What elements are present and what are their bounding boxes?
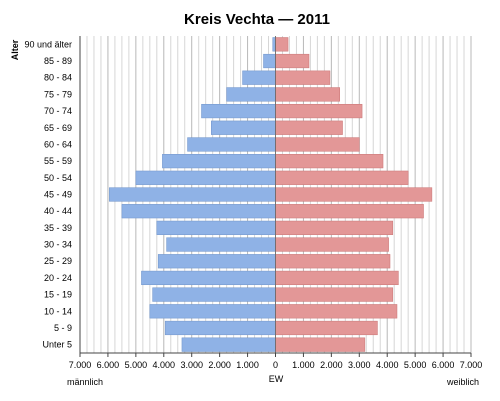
bar-male — [226, 87, 276, 102]
x-tick-label: 1.000 — [292, 360, 315, 370]
x-axis-label: EW — [269, 374, 284, 384]
bar-female — [275, 137, 360, 152]
bar-female — [275, 204, 424, 219]
x-tick-label: 0 — [273, 360, 278, 370]
age-group-label: 20 - 24 — [44, 273, 72, 283]
x-tick-label: 7.000 — [69, 360, 92, 370]
x-tick-label: 1.000 — [236, 360, 259, 370]
bar-female — [275, 103, 363, 119]
bar-female — [275, 337, 366, 352]
x-tick-label: 5.000 — [125, 360, 148, 370]
bar-female — [275, 70, 331, 85]
bar-male — [135, 170, 276, 185]
x-tick-label: 6.000 — [97, 360, 120, 370]
female-label: weiblich — [446, 377, 479, 387]
bar-male — [141, 270, 276, 286]
age-group-label: 80 - 84 — [44, 73, 72, 83]
x-tick-label: 5.000 — [404, 360, 427, 370]
bar-male — [181, 337, 276, 352]
age-group-label: 35 - 39 — [44, 223, 72, 233]
age-group-label: 65 - 69 — [44, 123, 72, 133]
x-tick-label: 6.000 — [432, 360, 455, 370]
bars — [109, 36, 433, 353]
bar-male — [109, 187, 276, 202]
age-group-label: 90 und älter — [24, 39, 72, 49]
age-group-label: 55 - 59 — [44, 156, 72, 166]
bar-female — [275, 87, 340, 102]
bar-female — [275, 237, 389, 252]
bar-female — [275, 37, 289, 52]
bar-female — [275, 120, 343, 135]
bar-female — [275, 254, 391, 269]
bar-male — [187, 137, 276, 152]
bar-male — [242, 70, 276, 85]
bar-male — [164, 320, 276, 336]
bar-female — [275, 220, 394, 235]
age-group-label: 15 - 19 — [44, 290, 72, 300]
bar-female — [275, 304, 398, 319]
bar-male — [157, 254, 276, 269]
bar-male — [263, 53, 276, 69]
male-label: männlich — [67, 377, 103, 387]
x-tick-label: 4.000 — [153, 360, 176, 370]
age-group-label: 30 - 34 — [44, 240, 72, 250]
x-tick-label: 2.000 — [320, 360, 343, 370]
x-tick-label: 3.000 — [180, 360, 203, 370]
bar-male — [152, 287, 276, 302]
x-tick-label: 7.000 — [460, 360, 483, 370]
bar-female — [275, 270, 399, 286]
age-group-label: 10 - 14 — [44, 306, 72, 316]
bar-male — [211, 120, 276, 135]
age-group-label: Unter 5 — [42, 340, 72, 350]
age-group-labels: 90 und älter 85 - 89 80 - 84 75 - 79 70 - 74… — [24, 39, 72, 349]
y-axis-label: Alter — [10, 39, 20, 60]
chart-title: Kreis Vechta — 2011 — [184, 11, 330, 28]
age-group-label: 60 - 64 — [44, 139, 72, 149]
bar-female — [275, 287, 394, 302]
bar-male — [201, 103, 276, 119]
bar-female — [275, 154, 384, 169]
x-tick-label: 2.000 — [208, 360, 231, 370]
x-tick-labels: 7.000 6.000 5.000 4.000 3.000 2.000 1.000 0 1.00… — [69, 360, 483, 370]
bar-male — [156, 220, 276, 235]
x-tick-label: 4.000 — [376, 360, 399, 370]
age-group-label: 25 - 29 — [44, 256, 72, 266]
age-group-label: 70 - 74 — [44, 106, 72, 116]
bar-female — [275, 53, 310, 69]
bar-male — [149, 304, 276, 319]
bar-female — [275, 320, 378, 336]
age-group-label: 40 - 44 — [44, 206, 72, 216]
bar-female — [275, 170, 409, 185]
age-group-label: 50 - 54 — [44, 173, 72, 183]
bar-male — [166, 237, 276, 252]
bar-female — [275, 187, 433, 202]
age-group-label: 75 - 79 — [44, 89, 72, 99]
bar-male — [121, 204, 276, 219]
age-group-label: 5 - 9 — [54, 323, 72, 333]
age-group-label: 45 - 49 — [44, 190, 72, 200]
bar-male — [272, 37, 276, 52]
bar-male — [162, 154, 276, 169]
age-group-label: 85 - 89 — [44, 56, 72, 66]
x-tick-label: 3.000 — [348, 360, 371, 370]
